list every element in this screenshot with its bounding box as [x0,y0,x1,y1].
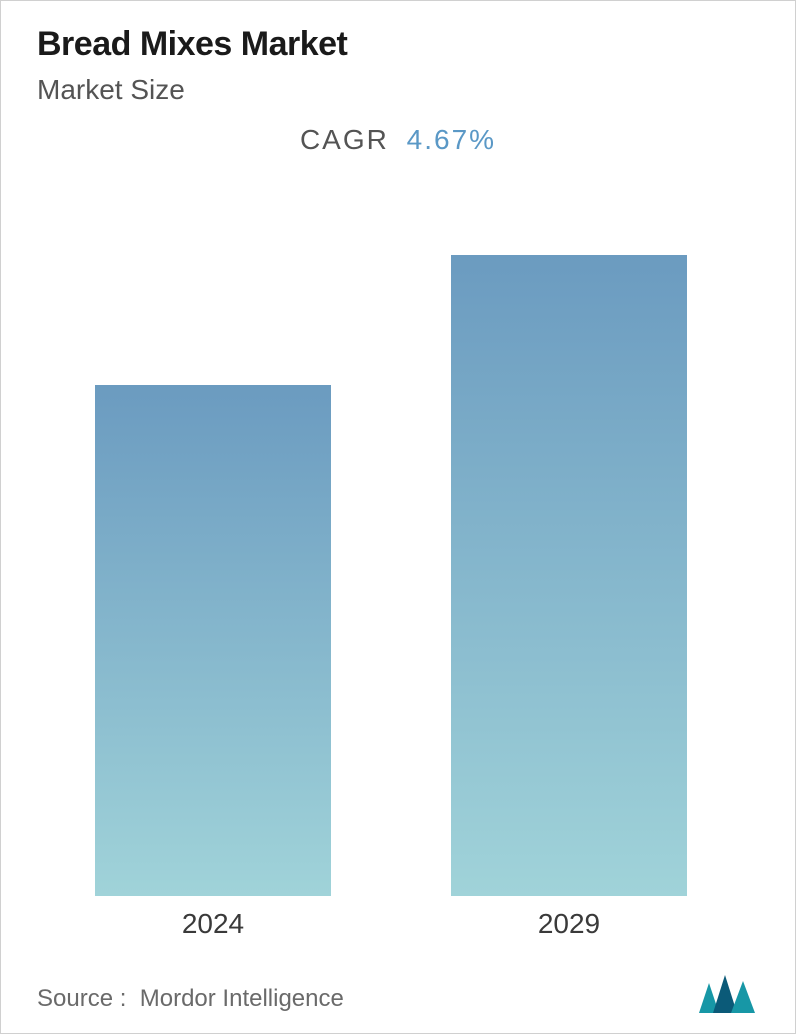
bar-2029 [451,255,687,896]
source-name: Mordor Intelligence [140,985,344,1012]
source-prefix: Source : [37,985,126,1012]
x-axis-label: 2029 [451,908,687,940]
cagr-label: CAGR [300,124,389,155]
footer: Source : Mordor Intelligence [37,973,759,1013]
cagr-value: 4.67% [407,124,496,155]
page-title: Bread Mixes Market [37,25,759,64]
header: Bread Mixes Market Market Size [1,1,795,106]
bar-2024 [95,385,331,896]
cagr-row: CAGR 4.67% [1,124,795,156]
page-subtitle: Market Size [37,74,759,106]
bar-chart: 20242029 [1,176,795,896]
mordor-logo-icon [699,973,759,1013]
source-attribution: Source : Mordor Intelligence [37,985,344,1013]
x-axis-label: 2024 [95,908,331,940]
